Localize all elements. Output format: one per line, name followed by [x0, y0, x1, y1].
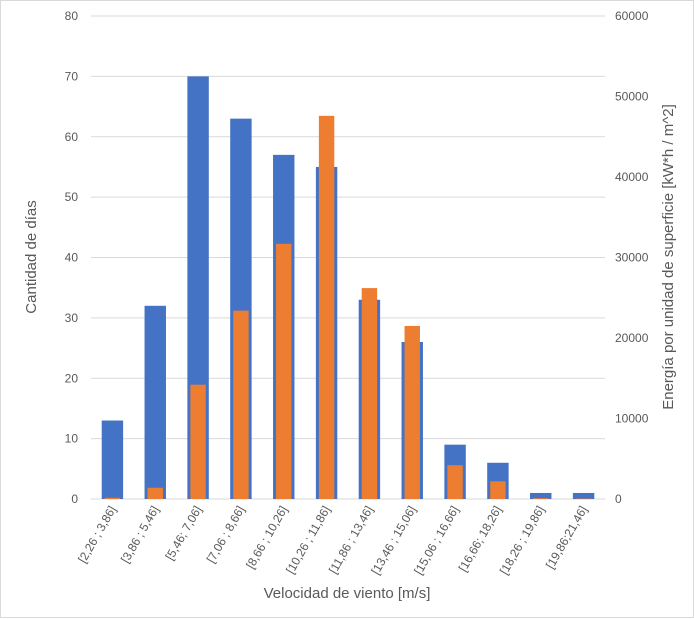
- y2-axis-ticks: 0 10000 20000 30000 40000 50000 60000: [615, 9, 649, 506]
- y2-tick-label: 10000: [615, 412, 649, 426]
- bar-energy: [233, 310, 249, 499]
- bars: [101, 76, 595, 500]
- gridlines: [91, 15, 605, 500]
- y2-tick-label: 20000: [615, 331, 649, 345]
- bar-energy: [404, 325, 420, 499]
- bar-days: [572, 492, 595, 499]
- y-tick-label: 20: [65, 371, 79, 385]
- bar-energy: [533, 498, 549, 499]
- x-tick-label: [15,06 ; 16,66]: [411, 504, 461, 577]
- x-tick-label: [18,26 ; 19,86]: [497, 504, 547, 577]
- y2-axis-title: Energía por unidad de superficie [kW*h /…: [660, 104, 677, 410]
- bar-energy: [276, 243, 292, 499]
- x-tick-label: [8,66 ; 10,26]: [243, 504, 290, 572]
- y-tick-label: 50: [65, 190, 79, 204]
- y2-tick-label: 0: [615, 492, 622, 506]
- bar-energy: [318, 115, 335, 499]
- y-axis-ticks: 0 10 20 30 40 50 60 70 80: [65, 9, 79, 506]
- x-tick-label: [16,66; 18,26]: [456, 504, 505, 575]
- bar-energy: [104, 497, 121, 499]
- x-tick-label: [5,46; 7,06]: [163, 504, 205, 563]
- bar-energy: [147, 487, 163, 499]
- y2-tick-label: 40000: [615, 170, 649, 184]
- x-tick-label: [7,06 ; 8,66]: [204, 504, 248, 566]
- bar-days: [144, 305, 166, 499]
- x-tick-label: [13,46 ; 15,06]: [368, 504, 418, 577]
- y-tick-label: 80: [65, 9, 79, 23]
- bar-energy: [575, 498, 592, 500]
- x-tick-label: [10,26 ; 11,86]: [283, 504, 333, 577]
- y-tick-label: 0: [71, 492, 78, 506]
- bar-energy: [190, 384, 206, 499]
- x-axis-ticks: [2,26 ; 3,86] [3,86 ; 5,46] [5,46; 7,06] [7…: [75, 504, 590, 577]
- y-tick-label: 70: [65, 69, 79, 83]
- bar-days: [530, 492, 552, 499]
- bar-energy: [447, 465, 463, 499]
- x-axis-title: Velocidad de viento [m/s]: [264, 585, 431, 602]
- y2-tick-label: 50000: [615, 90, 649, 104]
- y-tick-label: 40: [65, 251, 79, 265]
- y-tick-label: 10: [65, 432, 79, 446]
- y2-tick-label: 60000: [615, 9, 649, 23]
- x-tick-label: [2,26 ; 3,86]: [75, 504, 119, 566]
- y-tick-label: 30: [65, 311, 79, 325]
- y2-tick-label: 30000: [615, 251, 649, 265]
- y-axis-title: Cantidad de días: [23, 200, 40, 313]
- x-tick-label: [19,86;21,46]: [543, 504, 590, 572]
- x-tick-label: [11,86 ; 13,46]: [326, 504, 376, 577]
- y-tick-label: 60: [65, 130, 79, 144]
- bar-days: [101, 420, 124, 499]
- x-tick-label: [3,86 ; 5,46]: [118, 504, 162, 566]
- bar-energy: [361, 288, 378, 499]
- bar-energy: [490, 481, 506, 499]
